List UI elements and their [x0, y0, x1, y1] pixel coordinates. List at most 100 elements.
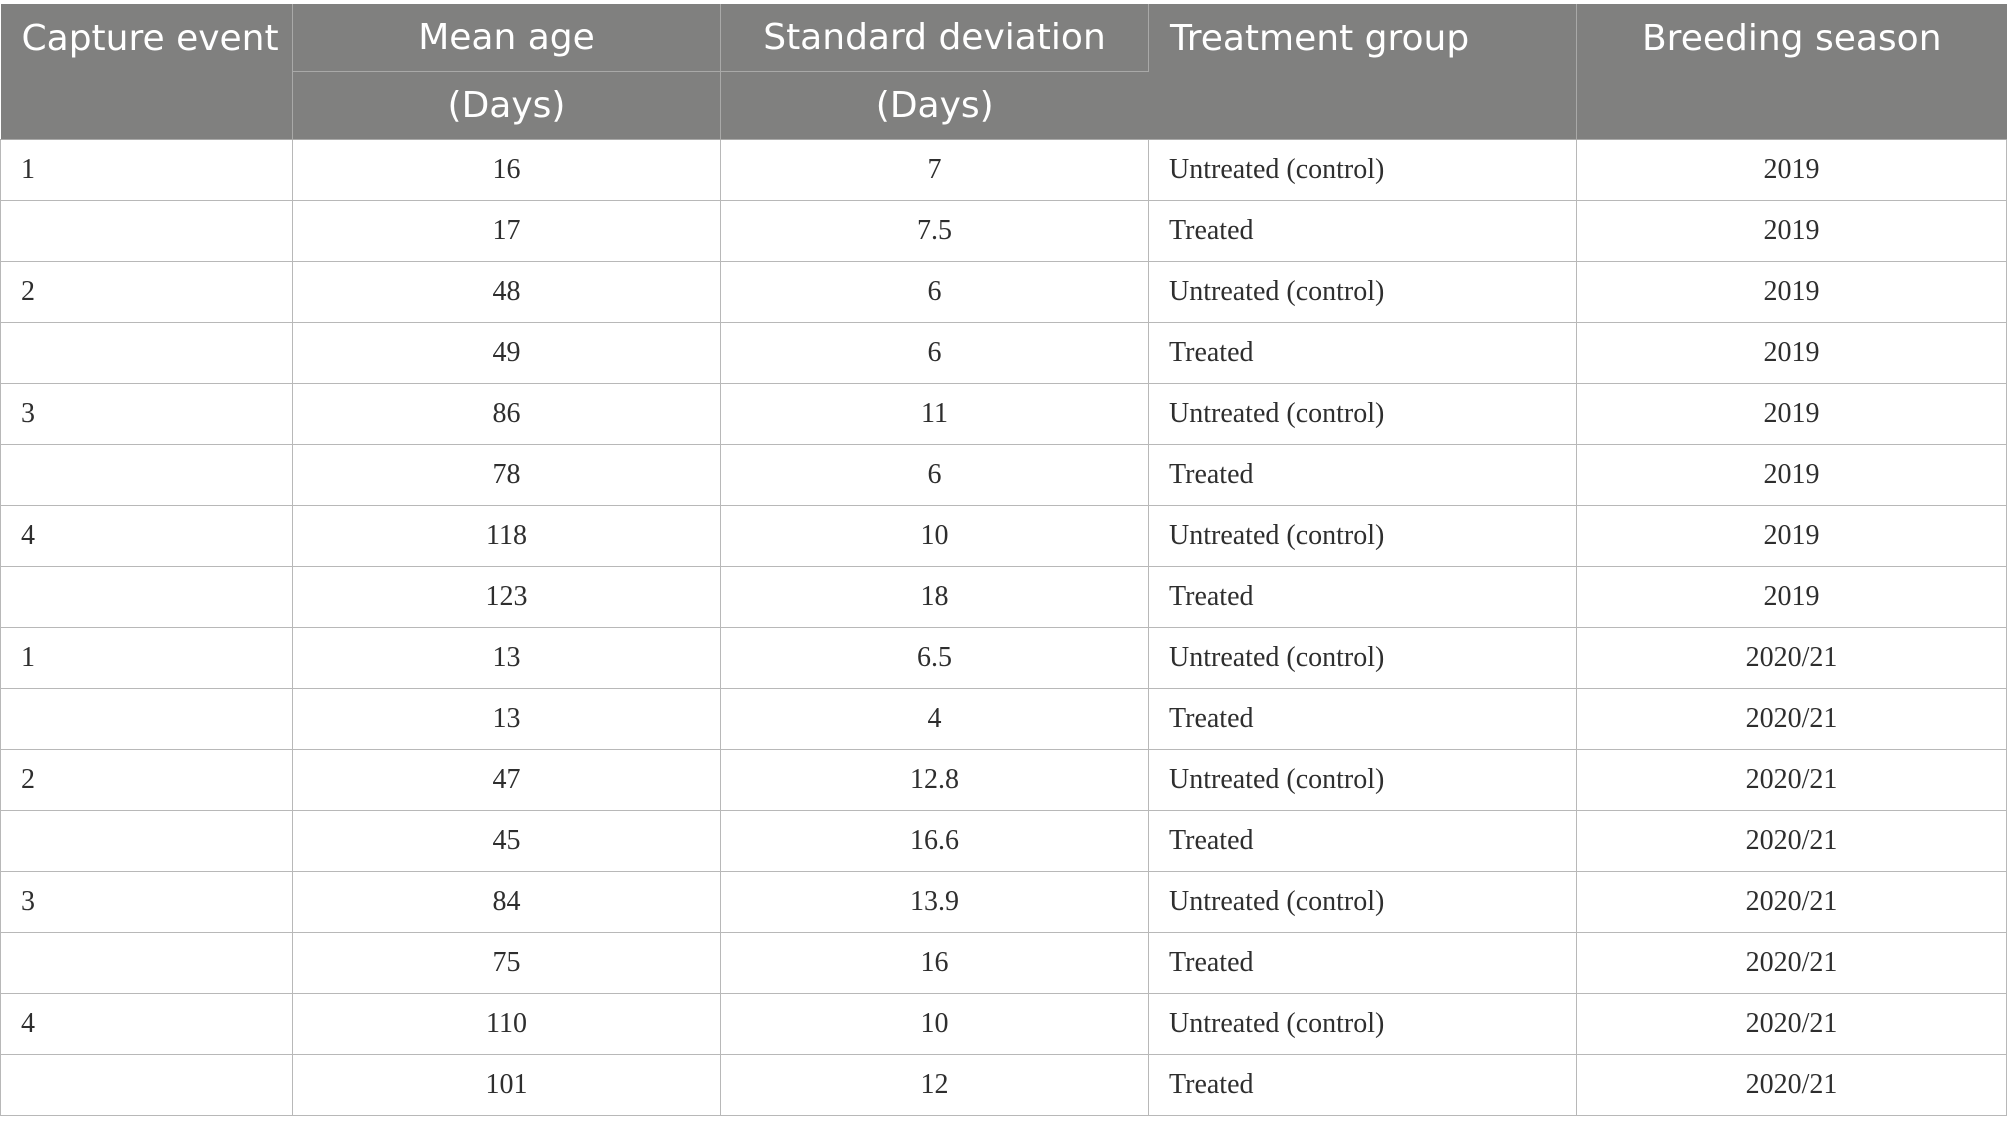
table-header: Capture event Mean age Standard deviatio…	[0, 4, 2007, 140]
table-row: 13 4 Treated 2020/21	[0, 688, 2007, 750]
cell-mean-age: 17	[292, 200, 721, 262]
table-body: 1 16 7 Untreated (control) 2019 17 7.5 Treated 2…	[0, 139, 2007, 1116]
cell-capture-event	[0, 566, 293, 628]
cell-standard-deviation: 16.6	[720, 810, 1149, 872]
header-treatment-group: Treatment group	[1148, 4, 1577, 140]
cell-capture-event: 1	[0, 627, 293, 689]
cell-breeding-season: 2020/21	[1576, 871, 2007, 933]
cell-capture-event: 1	[0, 139, 293, 201]
cell-capture-event: 4	[0, 505, 293, 567]
cell-treatment-group: Treated	[1148, 688, 1577, 750]
cell-treatment-group: Untreated (control)	[1148, 993, 1577, 1055]
cell-capture-event	[0, 1054, 293, 1116]
cell-capture-event: 3	[0, 871, 293, 933]
header-breeding-season: Breeding season	[1576, 4, 2007, 140]
cell-breeding-season: 2019	[1576, 444, 2007, 506]
cell-standard-deviation: 11	[720, 383, 1149, 445]
cell-breeding-season: 2020/21	[1576, 627, 2007, 689]
cell-treatment-group: Treated	[1148, 932, 1577, 994]
cell-capture-event	[0, 688, 293, 750]
cell-standard-deviation: 6	[720, 444, 1149, 506]
cell-treatment-group: Treated	[1148, 322, 1577, 384]
table-row: 4 110 10 Untreated (control) 2020/21	[0, 993, 2007, 1055]
table-row: 4 118 10 Untreated (control) 2019	[0, 505, 2007, 567]
cell-standard-deviation: 13.9	[720, 871, 1149, 933]
cell-breeding-season: 2019	[1576, 505, 2007, 567]
cell-treatment-group: Untreated (control)	[1148, 749, 1577, 811]
cell-standard-deviation: 4	[720, 688, 1149, 750]
cell-capture-event	[0, 932, 293, 994]
cell-mean-age: 47	[292, 749, 721, 811]
cell-mean-age: 110	[292, 993, 721, 1055]
cell-breeding-season: 2020/21	[1576, 932, 2007, 994]
cell-standard-deviation: 12	[720, 1054, 1149, 1116]
cell-standard-deviation: 6	[720, 261, 1149, 323]
table-row: 3 84 13.9 Untreated (control) 2020/21	[0, 871, 2007, 933]
cell-breeding-season: 2020/21	[1576, 993, 2007, 1055]
cell-breeding-season: 2019	[1576, 566, 2007, 628]
cell-treatment-group: Untreated (control)	[1148, 627, 1577, 689]
cell-treatment-group: Treated	[1148, 566, 1577, 628]
cell-mean-age: 118	[292, 505, 721, 567]
cell-breeding-season: 2020/21	[1576, 749, 2007, 811]
table-row: 101 12 Treated 2020/21	[0, 1054, 2007, 1116]
table-row: 49 6 Treated 2019	[0, 322, 2007, 384]
cell-standard-deviation: 7.5	[720, 200, 1149, 262]
table-row: 123 18 Treated 2019	[0, 566, 2007, 628]
header-mean-age: Mean age	[292, 4, 721, 72]
cell-treatment-group: Untreated (control)	[1148, 139, 1577, 201]
table-row: 1 16 7 Untreated (control) 2019	[0, 139, 2007, 201]
cell-breeding-season: 2019	[1576, 322, 2007, 384]
cell-mean-age: 48	[292, 261, 721, 323]
header-row: Capture event Mean age Standard deviatio…	[0, 4, 2007, 140]
table-row: 2 48 6 Untreated (control) 2019	[0, 261, 2007, 323]
header-standard-deviation: Standard deviation	[720, 4, 1149, 72]
table-row: 78 6 Treated 2019	[0, 444, 2007, 506]
header-standard-deviation-unit: (Days)	[720, 71, 1149, 140]
cell-standard-deviation: 12.8	[720, 749, 1149, 811]
cell-mean-age: 13	[292, 627, 721, 689]
cell-capture-event: 4	[0, 993, 293, 1055]
table-row: 1 13 6.5 Untreated (control) 2020/21	[0, 627, 2007, 689]
cell-breeding-season: 2020/21	[1576, 688, 2007, 750]
cell-capture-event	[0, 322, 293, 384]
cell-mean-age: 16	[292, 139, 721, 201]
data-table-container: Capture event Mean age Standard deviatio…	[0, 4, 2007, 1116]
cell-treatment-group: Treated	[1148, 810, 1577, 872]
table-row: 3 86 11 Untreated (control) 2019	[0, 383, 2007, 445]
cell-treatment-group: Untreated (control)	[1148, 261, 1577, 323]
cell-capture-event	[0, 810, 293, 872]
cell-mean-age: 45	[292, 810, 721, 872]
cell-standard-deviation: 10	[720, 993, 1149, 1055]
cell-standard-deviation: 10	[720, 505, 1149, 567]
header-capture-event: Capture event	[0, 4, 293, 140]
cell-breeding-season: 2020/21	[1576, 1054, 2007, 1116]
cell-capture-event: 2	[0, 749, 293, 811]
cell-mean-age: 78	[292, 444, 721, 506]
header-unit-row: (Days) (Days)	[1, 71, 2007, 140]
cell-treatment-group: Untreated (control)	[1148, 383, 1577, 445]
cell-breeding-season: 2019	[1576, 139, 2007, 201]
cell-mean-age: 75	[292, 932, 721, 994]
header-mean-age-unit: (Days)	[292, 71, 721, 140]
cell-breeding-season: 2019	[1576, 200, 2007, 262]
cell-breeding-season: 2019	[1576, 261, 2007, 323]
cell-capture-event: 2	[0, 261, 293, 323]
table-row: 2 47 12.8 Untreated (control) 2020/21	[0, 749, 2007, 811]
cell-mean-age: 49	[292, 322, 721, 384]
table-row: 17 7.5 Treated 2019	[0, 200, 2007, 262]
cell-capture-event: 3	[0, 383, 293, 445]
cell-treatment-group: Treated	[1148, 1054, 1577, 1116]
table-row: 45 16.6 Treated 2020/21	[0, 810, 2007, 872]
data-table: Capture event Mean age Standard deviatio…	[0, 4, 2007, 1116]
cell-capture-event	[0, 444, 293, 506]
cell-standard-deviation: 16	[720, 932, 1149, 994]
cell-breeding-season: 2019	[1576, 383, 2007, 445]
cell-mean-age: 123	[292, 566, 721, 628]
cell-treatment-group: Treated	[1148, 200, 1577, 262]
cell-treatment-group: Untreated (control)	[1148, 505, 1577, 567]
cell-treatment-group: Untreated (control)	[1148, 871, 1577, 933]
cell-standard-deviation: 6	[720, 322, 1149, 384]
cell-mean-age: 84	[292, 871, 721, 933]
cell-treatment-group: Treated	[1148, 444, 1577, 506]
